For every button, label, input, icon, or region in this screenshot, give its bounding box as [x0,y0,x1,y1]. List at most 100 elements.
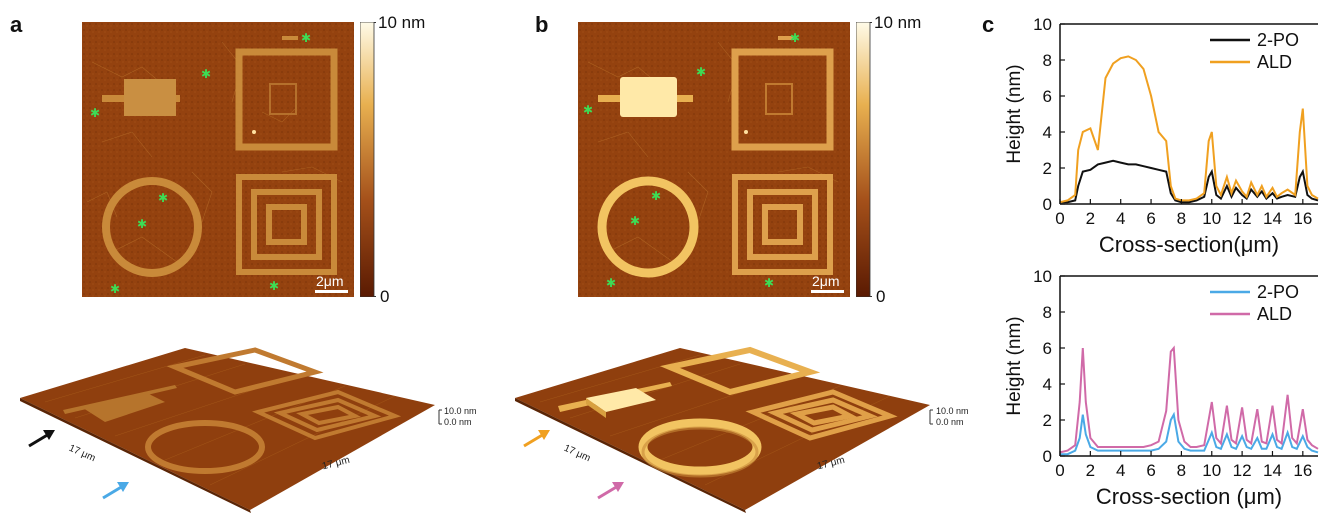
star-icon: ✱ [790,31,800,45]
x-tick-label: 4 [1116,461,1125,480]
scale-bar-label: 2μm [316,273,344,289]
afm-spiral [236,174,337,275]
z-scale-bottom: 0.0 nm [936,417,964,427]
z-scale-label: 10.0 nm 0.0 nm [936,406,969,428]
y-tick-label: 10 [1033,15,1052,34]
afm-spiral [732,174,833,275]
colorbar-max-label: 10 nm [874,13,922,32]
star-icon: ✱ [137,217,147,231]
star-icon: ✱ [301,31,311,45]
height-profile-chart-top: 0 2 4 6 8 10 0 2 4 6 8 10 12 14 16 Height (nm) Cross-sec… [1004,15,1319,257]
afm-pad [124,79,176,116]
afm-square-frame [731,48,834,151]
arrow-blue-icon [102,482,129,500]
afm-ring [102,177,202,277]
star-icon: ✱ [201,67,211,81]
x-tick-label: 12 [1233,209,1252,228]
y-tick-label: 8 [1043,303,1052,322]
star-icon: ✱ [110,282,120,296]
series-line-2-PO [1060,159,1319,204]
afm-3d-pad [83,392,165,422]
y-axis-label: Height (nm) [1004,64,1025,163]
afm-3d-view-a [20,347,442,513]
afm-3d-spiral [251,389,402,441]
x-tick-label: 6 [1146,209,1155,228]
z-scale-label: 10.0 nm 0.0 nm [444,406,477,428]
y-tick-label: 0 [1043,447,1052,466]
star-icon: ✱ [696,65,706,79]
x-tick-label: 8 [1177,461,1186,480]
x-axis-label: Cross-section(μm) [1099,232,1279,257]
colorbar-b [856,22,872,297]
panel-letter-b: b [535,12,549,37]
x-tick-label: 10 [1202,209,1221,228]
x-tick-label: 14 [1263,209,1282,228]
series-line-ALD [1059,345,1319,454]
star-icon: ✱ [630,214,640,228]
afm-3d-view-b [515,346,933,513]
x-tick-label: 8 [1177,209,1186,228]
arrow-black-icon [28,430,55,448]
legend-label: ALD [1257,52,1292,72]
afm-background [578,22,850,297]
y-tick-label: 2 [1043,411,1052,430]
afm-inner-square [765,83,793,115]
z-scale-top: 10.0 nm [936,406,969,416]
y-tick-label: 0 [1043,195,1052,214]
x-tick-label: 2 [1086,209,1095,228]
series-line-ALD [1059,55,1319,204]
afm-background [82,22,354,297]
afm-ring [597,176,699,278]
star-icon: ✱ [90,106,100,120]
afm-square-frame [235,48,338,151]
z-scale-top: 10.0 nm [444,406,477,416]
colorbar-min-label: 0 [380,287,390,306]
scale-bar [811,290,844,293]
x-tick-label: 4 [1116,209,1125,228]
y-tick-label: 10 [1033,267,1052,286]
y-tick-label: 4 [1043,123,1052,142]
x-tick-label: 16 [1293,209,1312,228]
star-icon: ✱ [158,191,168,205]
legend-label: 2-PO [1257,30,1299,50]
afm-3d-square [659,346,821,396]
star-icon: ✱ [651,189,661,203]
star-icon: ✱ [764,276,774,290]
afm-3d-spiral [745,389,898,441]
scale-bar-label: 2μm [812,273,840,289]
legend-label: 2-PO [1257,282,1299,302]
afm-image-b: ✱ ✱ ✱ ✱ ✱ ✱ ✱ [578,22,850,297]
afm-image-a: ✱ ✱ ✱ ✱ ✱ ✱ ✱ [82,22,354,297]
colorbar-max-label: 10 nm [378,13,426,32]
arrow-pink-icon [597,482,624,500]
y-tick-label: 4 [1043,375,1052,394]
z-scale-bottom: 0.0 nm [444,417,472,427]
y-tick-label: 8 [1043,51,1052,70]
scale-bar [315,290,348,293]
y-tick-label: 6 [1043,87,1052,106]
x-tick-label: 12 [1233,461,1252,480]
marker-stars: ✱ ✱ ✱ ✱ ✱ ✱ ✱ [90,31,311,296]
x-tick-label: 2 [1086,461,1095,480]
colorbar-a [360,22,376,297]
star-icon: ✱ [583,103,593,117]
x-tick-label: 10 [1202,461,1221,480]
x-tick-label: 0 [1055,461,1064,480]
y-tick-label: 6 [1043,339,1052,358]
star-icon: ✱ [269,279,279,293]
arrow-orange-icon [523,430,550,448]
marker-stars: ✱ ✱ ✱ ✱ ✱ ✱ ✱ [583,31,800,290]
star-icon: ✱ [606,276,616,290]
x-tick-label: 0 [1055,209,1064,228]
afm-3d-surface [20,348,435,510]
afm-3d-square [166,347,324,395]
x-axis-label: Cross-section (μm) [1096,484,1282,509]
panel-letter-c: c [982,12,995,37]
afm-3d-ring [145,420,265,474]
afm-3d-pad [586,388,656,412]
y-tick-label: 2 [1043,159,1052,178]
panel-letter-a: a [10,12,23,37]
legend-label: ALD [1257,304,1292,324]
x-tick-label: 14 [1263,461,1282,480]
height-profile-chart-bottom: 0 2 4 6 8 10 0 2 4 6 8 10 12 14 16 Height (nm) Cross-sec… [1004,267,1319,509]
